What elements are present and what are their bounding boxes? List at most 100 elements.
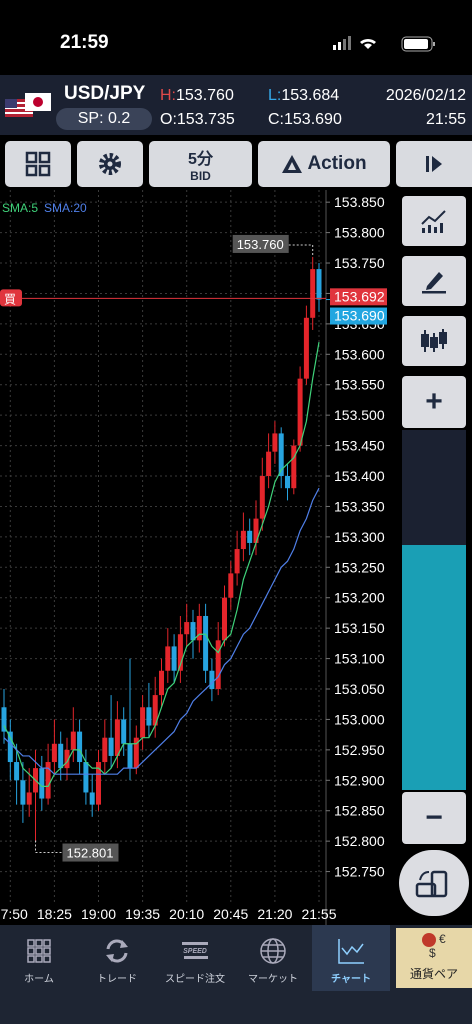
candle-body	[133, 737, 139, 769]
candle-body	[121, 719, 127, 744]
candle-body	[152, 695, 158, 726]
candle-body	[1, 707, 7, 732]
x-tick-label: 18:25	[37, 906, 72, 922]
candle-body	[190, 622, 196, 641]
icon-part	[35, 947, 43, 955]
bid-price-bg	[330, 307, 387, 325]
candle-body	[203, 615, 209, 671]
indicator-button[interactable]	[402, 196, 466, 246]
tab[interactable]: SPEED スピード注文	[156, 925, 234, 991]
zoom-in-button[interactable]: +	[402, 376, 466, 428]
y-tick-label: 153.000	[334, 711, 385, 727]
time: 21:55	[425, 111, 466, 128]
candle-icon	[421, 329, 447, 352]
side-panel: + −	[396, 190, 472, 925]
x-tick-label: 20:10	[169, 906, 204, 922]
icon-part	[338, 939, 364, 964]
ask-tag: 買	[4, 292, 16, 306]
candle-body	[253, 518, 259, 543]
y-tick-label: 152.800	[334, 833, 385, 849]
tab[interactable]: トレード	[78, 925, 156, 991]
candle-body	[303, 317, 309, 379]
candle-body	[165, 646, 171, 671]
icon-part	[27, 939, 35, 947]
y-tick-label: 153.150	[334, 620, 385, 636]
icon-part: $	[429, 946, 436, 960]
icon-part: €	[439, 932, 446, 946]
zoom-level[interactable]	[402, 545, 466, 790]
tab-label: マーケット	[248, 974, 298, 985]
y-tick-label: 152.850	[334, 803, 385, 819]
sma-line	[3, 342, 320, 787]
open-label: O:	[160, 111, 177, 128]
candle-body	[310, 269, 316, 318]
candle-body	[14, 762, 20, 781]
symbol[interactable]: USD/JPY	[64, 83, 146, 104]
chart-type-button[interactable]	[402, 316, 466, 366]
icon-part	[260, 938, 286, 964]
icon-part	[27, 947, 35, 955]
icon-part	[43, 955, 51, 963]
tab[interactable]: ホーム	[0, 925, 78, 991]
icon-part	[422, 933, 436, 947]
layout-button[interactable]	[5, 141, 71, 187]
open-value: 153.735	[176, 111, 235, 128]
tab-label: ホーム	[24, 974, 54, 985]
candle-body	[159, 670, 164, 696]
candle-body	[70, 731, 76, 750]
legend-entry: SMA:5	[2, 201, 38, 215]
grid-icon	[25, 151, 51, 177]
tab-label: トレード	[97, 974, 137, 985]
y-tick-label: 153.300	[334, 529, 385, 545]
tab-icon	[106, 939, 128, 963]
icon-part: SPEED	[182, 942, 208, 959]
interval-button[interactable]: 5分 BID	[149, 141, 252, 187]
flags	[5, 93, 51, 117]
candle-body	[108, 737, 114, 756]
candle-body	[259, 476, 265, 519]
candle-body	[278, 433, 284, 477]
icon-part	[27, 939, 51, 963]
tab-bar: ホーム トレード SPEED スピード注文 マーケット チャート € $ 通貨ペア	[0, 925, 472, 1024]
icon-part	[35, 955, 43, 963]
y-tick-label: 153.500	[334, 407, 385, 423]
candle-body	[285, 476, 290, 489]
zoom-track	[402, 430, 466, 545]
toolbar: 5分 BID Action	[0, 135, 472, 190]
legend-entry: SMA:20	[44, 201, 87, 215]
high-label: H:	[160, 87, 176, 104]
tab[interactable]: チャート	[312, 925, 390, 991]
x-tick-label: 17:50	[0, 906, 28, 922]
low-marker-bg	[62, 843, 119, 862]
clock: 21:59	[60, 32, 109, 53]
candle-body	[171, 646, 177, 671]
settings-button[interactable]	[77, 141, 143, 187]
rotate-icon	[415, 870, 448, 898]
candle-body	[196, 615, 202, 641]
play-button[interactable]	[396, 141, 472, 187]
action-button[interactable]: Action	[258, 141, 390, 187]
pen-icon	[422, 272, 446, 294]
candle-body	[316, 269, 322, 300]
zoom-out-button[interactable]: −	[402, 792, 466, 844]
tab[interactable]: € $ 通貨ペア	[396, 928, 472, 988]
y-tick-label: 153.750	[334, 255, 385, 271]
rotate-button[interactable]	[399, 850, 469, 916]
status-bar: 21:59	[0, 0, 472, 75]
candle-body	[51, 743, 57, 763]
candle-body	[266, 451, 272, 477]
ask-tag-bg	[0, 289, 22, 307]
draw-button[interactable]	[402, 256, 466, 306]
candle-body	[247, 530, 253, 543]
candle-body	[64, 749, 70, 769]
gear-icon	[99, 153, 121, 175]
icon-part	[341, 943, 364, 956]
y-tick-label: 152.750	[334, 864, 385, 880]
high-value: 153.760	[176, 87, 234, 104]
tab[interactable]: マーケット	[234, 925, 312, 991]
icon-part	[27, 955, 35, 963]
candle-body	[77, 731, 83, 763]
bid-price: 153.690	[334, 308, 385, 324]
y-tick-label: 153.800	[334, 225, 385, 241]
